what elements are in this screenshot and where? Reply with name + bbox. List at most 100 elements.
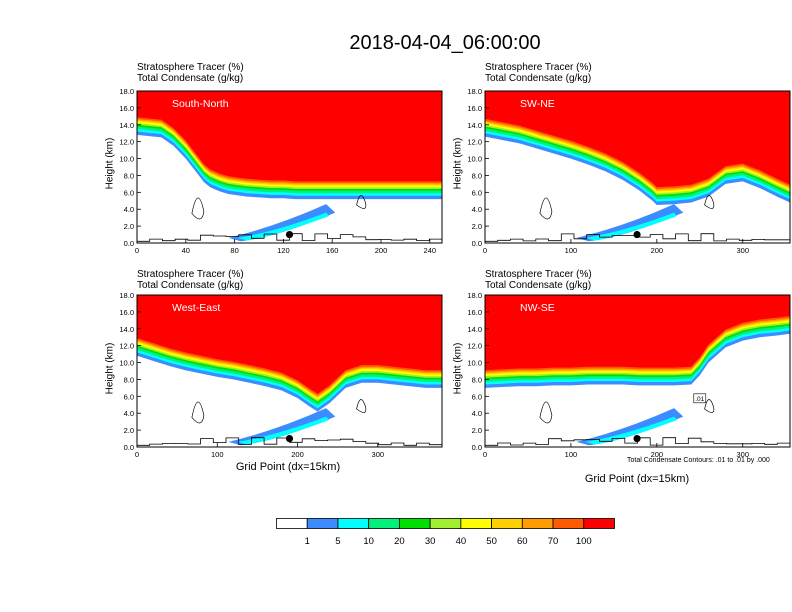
page-title: 2018-04-04_06:00:00 xyxy=(349,32,541,54)
panel-1-field1: Stratosphere Tracer (%) xyxy=(137,62,244,73)
panel-2-ytick-label: 2.0 xyxy=(472,222,482,231)
colorbar-level-label: 1 xyxy=(305,536,310,547)
panel-3-plot: West-East 0.0 2.0 4.0 6.0 8.0 10.0 12.0 14.0 16.0… xyxy=(119,291,443,459)
panel-3-ytick-label: 14.0 xyxy=(119,325,134,334)
colorbar-swatch-6 xyxy=(429,518,462,529)
panel-4-ytick-label: 18.0 xyxy=(467,291,482,300)
panel-2-condensate-contour-2 xyxy=(704,195,715,209)
panel-2-tracer-band-10 xyxy=(485,91,790,188)
panel-4-ytick-label: 10.0 xyxy=(467,359,482,368)
colorbar-swatch-2 xyxy=(306,518,339,529)
colorbar-swatch-7 xyxy=(460,518,492,529)
panel-3-ytick-label: 12.0 xyxy=(119,342,134,351)
colorbar-swatch-10 xyxy=(552,518,585,529)
panel-1-tracer-band-10 xyxy=(137,91,442,182)
panel-2-lower-tracer-core xyxy=(585,212,678,241)
panel-1-location-marker xyxy=(285,230,294,239)
panel-1-frame xyxy=(136,90,443,244)
colorbar-level-label: 40 xyxy=(456,536,467,547)
panel-2-ytick-label: 4.0 xyxy=(472,205,482,214)
panel-3-field2: Total Condensate (g/kg) xyxy=(137,280,244,291)
panel-2-xtick-label: 300 xyxy=(736,246,749,255)
panel-3-ytick-label: 6.0 xyxy=(124,392,134,401)
panel-3-xtick-label: 0 xyxy=(135,450,139,459)
panel-4-ytick-label: 8.0 xyxy=(472,375,482,384)
contour-note: Total Condensate Contours: .01 to .01 by… xyxy=(627,457,770,464)
panel-1-ytick-label: 4.0 xyxy=(124,205,134,214)
panel-1-condensate-contour-1 xyxy=(191,197,205,220)
panel-4-contour-label: .01 xyxy=(695,396,704,403)
colorbar-level-label: 50 xyxy=(486,536,497,547)
colorbar-level-label: 60 xyxy=(517,536,528,547)
panel-4-tracer-band-10 xyxy=(485,295,790,371)
panel-1-lower-tracer xyxy=(228,204,336,242)
panel-4-ytick-label: 14.0 xyxy=(467,325,482,334)
colorbar-level-label: 30 xyxy=(425,536,436,547)
panel-2-ytick-label: 18.0 xyxy=(467,87,482,96)
panel-1-field-titles: Stratosphere Tracer (%) Total Condensate… xyxy=(137,62,244,84)
panel-4-xtick-label: 0 xyxy=(483,450,487,459)
panel-1-lower-tracer-core xyxy=(237,212,330,241)
panel-3-frame xyxy=(136,294,443,448)
panel-1-xtick-label: 0 xyxy=(135,246,139,255)
panel-4-lower-tracer-core xyxy=(585,416,678,445)
panel-1-xtick-label: 200 xyxy=(375,246,388,255)
panel-1-ytick-label: 16.0 xyxy=(119,104,134,113)
panel-1-field2: Total Condensate (g/kg) xyxy=(137,73,244,84)
panel-1-ytick-label: 10.0 xyxy=(119,155,134,164)
panel-4-field-titles: Stratosphere Tracer (%) Total Condensate… xyxy=(485,269,592,291)
panel-1-fields xyxy=(137,91,442,242)
panel-2-xtick-label: 0 xyxy=(483,246,487,255)
panel-4-ytick-label: 6.0 xyxy=(472,392,482,401)
panel-3-ytick-label: 0.0 xyxy=(124,443,134,452)
panel-4-condensate-contour-1 xyxy=(539,401,553,424)
panel-1-condensate-contour-2 xyxy=(356,195,367,209)
panel-3-ytick-label: 18.0 xyxy=(119,291,134,300)
panel-1-ytick-label: 0.0 xyxy=(124,239,134,248)
panel-2-label: SW-NE xyxy=(520,98,555,110)
panel-4-ytick-label: 4.0 xyxy=(472,409,482,418)
panel-2-field2: Total Condensate (g/kg) xyxy=(485,73,592,84)
panel-2-ytick-label: 10.0 xyxy=(467,155,482,164)
colorbar-level-label: 70 xyxy=(548,536,559,547)
panel-4-fields xyxy=(485,295,790,446)
panel-1-ytick-label: 8.0 xyxy=(124,171,134,180)
panel-2-plot: SW-NE 0.0 2.0 4.0 6.0 8.0 10.0 12.0 14.0 16.0 18.0… xyxy=(467,87,791,255)
panel-2-xtick-label: 200 xyxy=(651,246,664,255)
colorbar-level-label: 100 xyxy=(576,536,592,547)
panel-3-lower-tracer xyxy=(228,408,336,446)
panel-3-xtick-label: 100 xyxy=(211,450,224,459)
panel-4-lower-tracer xyxy=(576,408,684,446)
panel-4-ytick-label: 0.0 xyxy=(472,443,482,452)
panel-4-contour-label-box xyxy=(693,393,707,404)
colorbar: 1 5 10 20 30 40 50 60 70 100 xyxy=(276,518,615,547)
panel-4-xtick-label: 300 xyxy=(736,450,749,459)
panel-1-xtick-label: 240 xyxy=(424,246,437,255)
panel-1-ytick-label: 6.0 xyxy=(124,188,134,197)
panel-2-condensate-contour-1 xyxy=(539,197,553,220)
panel-4-xlabel: Grid Point (dx=15km) xyxy=(584,473,690,485)
colorbar-swatch-1 xyxy=(276,518,308,529)
panel-2-ytick-label: 6.0 xyxy=(472,188,482,197)
colorbar-swatch-4 xyxy=(368,518,400,529)
colorbar-level-label: 5 xyxy=(335,536,340,547)
colorbar-swatch-9 xyxy=(521,518,554,529)
panel-2-field1: Stratosphere Tracer (%) xyxy=(485,62,592,73)
panel-3-ytick-label: 2.0 xyxy=(124,426,134,435)
panel-4-ytick-label: 12.0 xyxy=(467,342,482,351)
colorbar-swatch-11 xyxy=(583,518,615,529)
panel-1-xtick-label: 120 xyxy=(277,246,290,255)
panel-3-condensate-contour-2 xyxy=(356,399,367,413)
panel-2-xtick-label: 100 xyxy=(565,246,578,255)
panel-3-fields xyxy=(137,295,442,446)
panel-2-ytick-label: 16.0 xyxy=(467,104,482,113)
panel-2-ytick-label: 8.0 xyxy=(472,171,482,180)
panel-3-terrain xyxy=(137,437,442,446)
panel-1-xtick-label: 160 xyxy=(326,246,339,255)
panel-3-field-titles: Stratosphere Tracer (%) Total Condensate… xyxy=(137,269,244,291)
panel-3-ytick-label: 4.0 xyxy=(124,409,134,418)
panel-1-ytick-label: 18.0 xyxy=(119,87,134,96)
panel-4-location-marker xyxy=(633,434,641,443)
panel-4-condensate-contour-2 xyxy=(704,399,715,413)
panel-4-field2: Total Condensate (g/kg) xyxy=(485,280,592,291)
